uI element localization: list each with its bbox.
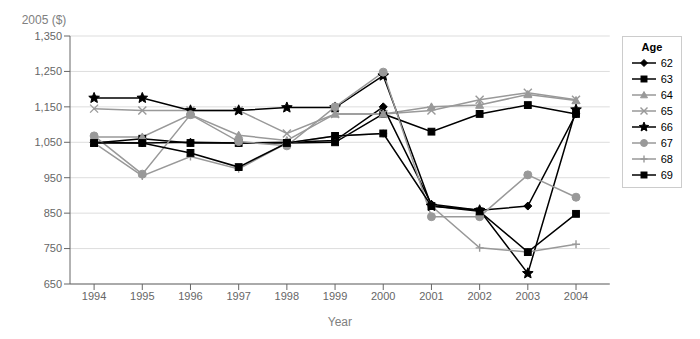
html-text:66: 66	[660, 121, 673, 133]
svg-text:950: 950	[44, 172, 62, 184]
html-text:64: 64	[660, 89, 673, 101]
svg-text:2001: 2001	[419, 290, 443, 302]
svg-text:1997: 1997	[226, 290, 250, 302]
svg-text:1994: 1994	[82, 290, 106, 302]
svg-text:1995: 1995	[130, 290, 154, 302]
svg-text:1999: 1999	[323, 290, 347, 302]
svg-text:1996: 1996	[178, 290, 202, 302]
svg-text:Year: Year	[328, 315, 352, 329]
svg-text:750: 750	[44, 242, 62, 254]
html-text:63: 63	[660, 73, 673, 85]
svg-text:2004: 2004	[564, 290, 588, 302]
svg-text:2005 ($): 2005 ($)	[22, 13, 67, 27]
svg-text:2002: 2002	[467, 290, 491, 302]
svg-text:1,050: 1,050	[34, 136, 62, 148]
html-text:65: 65	[660, 105, 673, 117]
html-text:69: 69	[660, 169, 673, 181]
svg-text:1,250: 1,250	[34, 65, 62, 77]
html-text:62: 62	[660, 57, 673, 69]
html-text:67: 67	[660, 137, 673, 149]
svg-text:850: 850	[44, 207, 62, 219]
svg-text:2003: 2003	[516, 290, 540, 302]
svg-text:650: 650	[44, 278, 62, 290]
svg-text:1,150: 1,150	[34, 101, 62, 113]
html-text:68: 68	[660, 153, 673, 165]
svg-text:1,350: 1,350	[34, 30, 62, 42]
svg-text:1998: 1998	[275, 290, 299, 302]
html-text:Age: Age	[641, 41, 663, 53]
svg-text:2000: 2000	[371, 290, 395, 302]
